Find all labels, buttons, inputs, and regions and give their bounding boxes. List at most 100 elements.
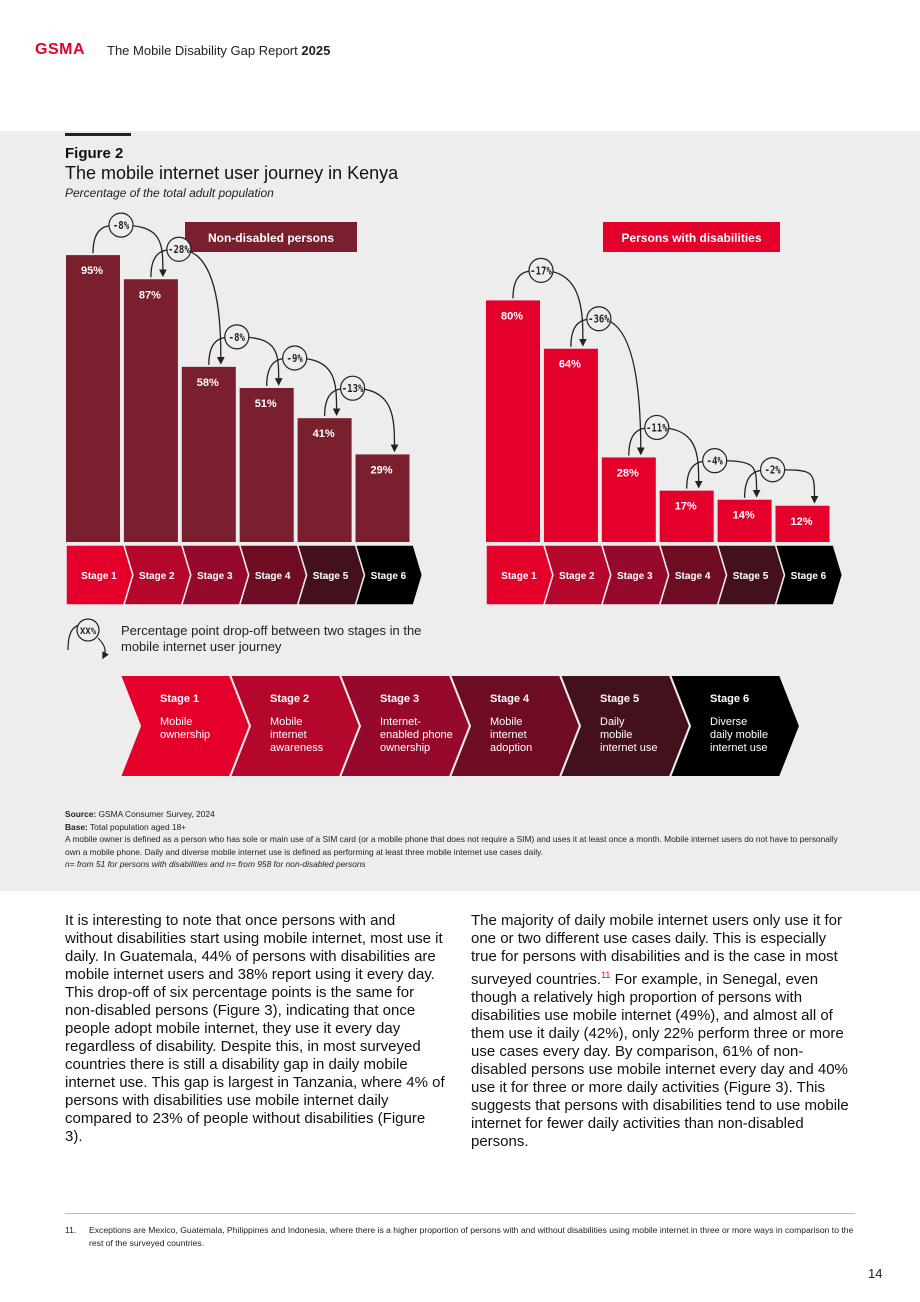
bar (239, 387, 294, 542)
bar-value-label: 80% (501, 310, 523, 322)
bar (297, 418, 352, 542)
stage-descriptor-text: awareness (270, 742, 324, 754)
stage-descriptor-title: Stage 2 (270, 693, 309, 705)
dropoff-label: -8% (229, 332, 245, 344)
body-column-left: It is interesting to note that once pers… (65, 912, 445, 1146)
figure-subtitle: Percentage of the total adult population (65, 186, 274, 200)
stage-label: Stage 2 (139, 571, 175, 582)
stage-label: Stage 4 (675, 571, 711, 582)
figure-label: Figure 2 (65, 145, 124, 162)
group-label: Persons with disabilities (621, 231, 761, 245)
bar-value-label: 28% (617, 467, 639, 479)
bar (486, 300, 540, 542)
stage-label: Stage 1 (81, 571, 117, 582)
stage-descriptor-text: Diverse (710, 716, 747, 728)
legend-badge-label: XX% (80, 627, 97, 637)
stage-descriptor-text: mobile (600, 729, 632, 741)
stage-descriptor-text: Daily (600, 716, 625, 728)
stage-descriptor-text: internet (490, 729, 527, 741)
footnote-divider (65, 1213, 855, 1214)
bar-value-label: 12% (791, 516, 813, 528)
gsma-logo: GSMA (35, 41, 85, 58)
footnote-ref[interactable]: 11 (601, 970, 611, 980)
stage-descriptor-title: Stage 1 (160, 693, 199, 705)
dropoff-label: -17% (530, 266, 552, 278)
dropoff-label: -2% (764, 465, 780, 477)
report-title: The Mobile Disability Gap Report 2025 (107, 42, 331, 58)
stage-descriptor-title: Stage 6 (710, 693, 749, 705)
dropoff-badge (224, 324, 250, 350)
dropoff-label: -8% (113, 220, 129, 232)
stage-descriptor-text: daily mobile (710, 729, 768, 741)
dropoff-badge (282, 345, 308, 371)
stage-label: Stage 5 (733, 571, 769, 582)
group-label-pill (185, 222, 357, 252)
legend-description: Percentage point drop-off between two st… (121, 623, 422, 654)
bar-value-label: 95% (81, 265, 103, 277)
dropoff-badge (702, 448, 728, 474)
stage-descriptor-text: enabled phone (380, 729, 453, 741)
dropoff-badge (528, 257, 554, 283)
dropoff-badge (644, 414, 670, 441)
group-label-pill (603, 222, 780, 252)
bar (123, 279, 178, 542)
dropoff-arrow (150, 248, 225, 365)
body-paragraph: The majority of daily mobile internet us… (471, 912, 849, 1150)
page-number: 14 (868, 1266, 883, 1281)
bar (543, 348, 598, 542)
stage-descriptor-chevron (668, 674, 802, 778)
dropoff-label: -9% (287, 353, 303, 365)
legend-arrow-tail (97, 637, 109, 660)
bar-value-label: 51% (255, 398, 277, 410)
dropoff-label: -13% (342, 383, 364, 395)
stage-descriptor-text: internet (270, 729, 307, 741)
bar-value-label: 29% (371, 464, 393, 476)
dropoff-badge (759, 457, 786, 483)
stage-label: Stage 3 (617, 571, 653, 582)
stage-descriptor-text: ownership (380, 742, 430, 754)
body-paragraph: It is interesting to note that once pers… (65, 912, 445, 1145)
legend-badge (76, 618, 100, 642)
bar (601, 457, 656, 542)
bar (775, 505, 830, 542)
dropoff-badge (166, 236, 192, 262)
stage-descriptor-text: Mobile (160, 716, 192, 728)
dropoff-badge (340, 375, 366, 401)
stage-descriptor-text: adoption (490, 742, 532, 754)
stage-descriptor-chevron (558, 674, 692, 778)
group-label: Non-disabled persons (208, 231, 334, 245)
dropoff-label: -36% (588, 314, 610, 326)
stage-label: Stage 5 (313, 571, 349, 582)
definition-note: A mobile owner is defined as a person wh… (65, 834, 838, 857)
dropoff-badge (586, 306, 612, 332)
page-header: GSMA The Mobile Disability Gap Report 20… (35, 40, 330, 60)
bar-value-label: 64% (559, 359, 581, 371)
stage-label: Stage 6 (371, 571, 407, 582)
stage-descriptor-title: Stage 5 (600, 693, 639, 705)
stage-label: Stage 3 (197, 571, 233, 582)
bar (659, 490, 714, 542)
stage-label: Stage 4 (255, 571, 291, 582)
dropoff-label: -4% (707, 456, 723, 468)
stage-descriptor-text: ownership (160, 729, 210, 741)
stage-descriptor-text: Mobile (270, 716, 302, 728)
stage-descriptor-title: Stage 3 (380, 693, 419, 705)
stage-descriptor-text: Mobile (490, 716, 522, 728)
dropoff-label: -11% (646, 423, 668, 435)
footnote: 11. Exceptions are Mexico, Guatemala, Ph… (65, 1225, 854, 1248)
stage-descriptor-title: Stage 4 (490, 693, 530, 705)
bar-value-label: 41% (313, 428, 335, 440)
figure-source-notes: Source: GSMA Consumer Survey, 2024 Base:… (65, 808, 855, 871)
bar (355, 454, 410, 542)
bar-value-label: 14% (733, 510, 755, 522)
stage-label: Stage 1 (501, 571, 537, 582)
stage-chevron (774, 544, 844, 606)
stage-label: Stage 2 (559, 571, 595, 582)
stage-descriptor-text: internet use (600, 742, 657, 754)
dropoff-arrow (570, 318, 645, 456)
stage-chevron (354, 544, 424, 606)
figure-title: The mobile internet user journey in Keny… (65, 163, 399, 183)
sample-note: n= from 51 for persons with disabilities… (65, 859, 366, 869)
bar (717, 499, 772, 542)
body-column-right: The majority of daily mobile internet us… (471, 912, 851, 1151)
